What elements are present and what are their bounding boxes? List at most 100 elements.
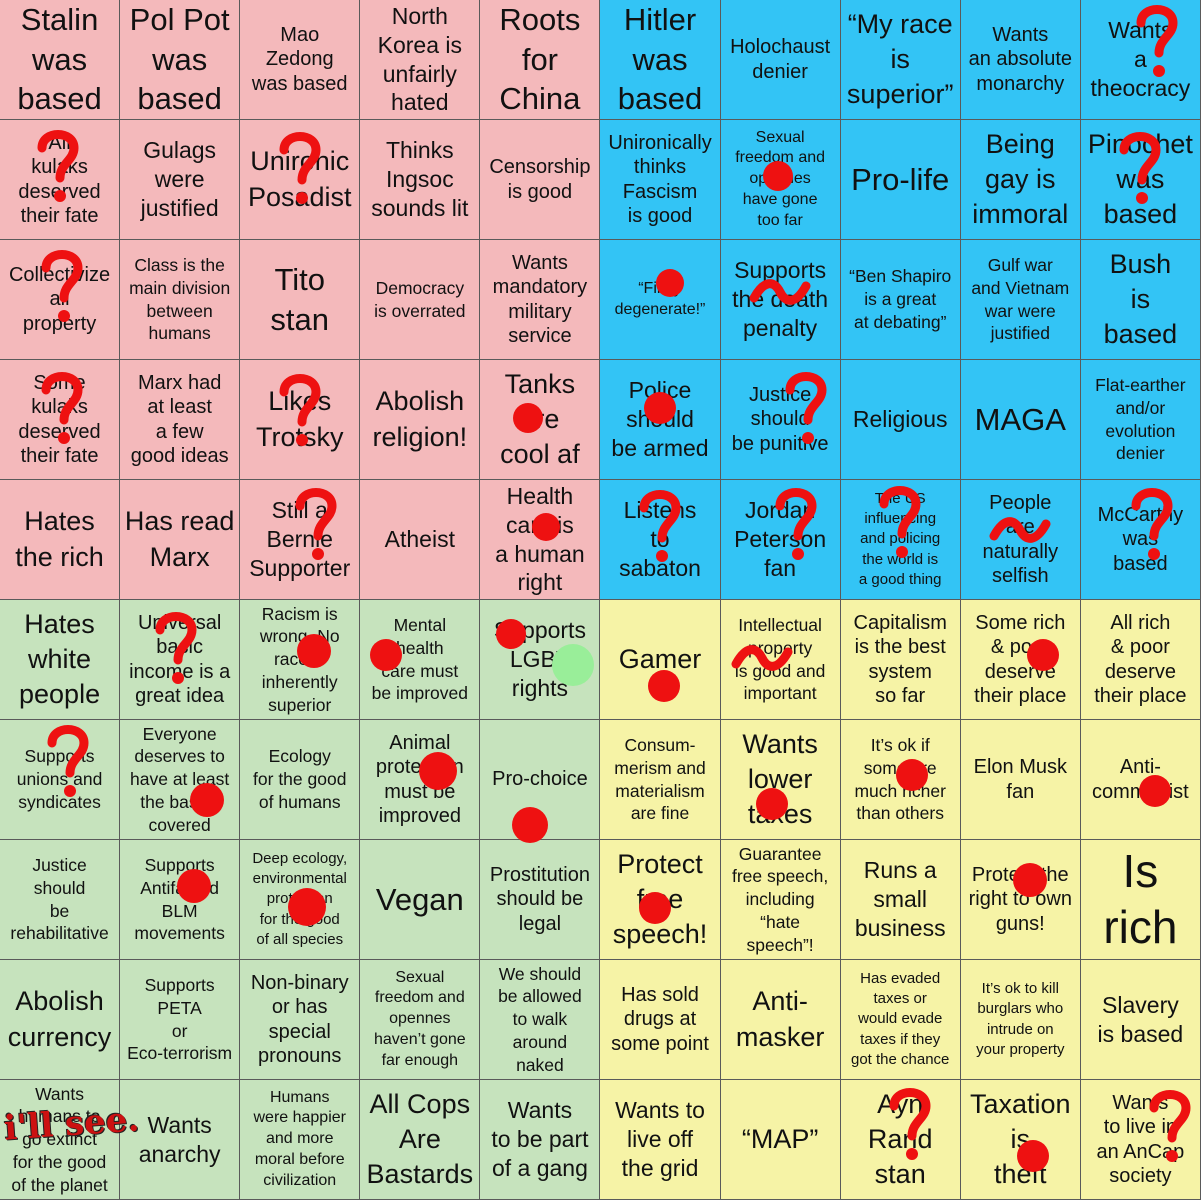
bingo-cell: Runs a small business: [840, 840, 961, 960]
bingo-cell: Likes Trotsky: [240, 360, 361, 480]
bingo-cell: Flat-earther and/or evolution denier: [1080, 360, 1201, 480]
bingo-cell: Supports the death penalty: [720, 240, 841, 360]
bingo-cell: Ayn Rand stan: [840, 1080, 961, 1200]
bingo-cell: Still a Bernie Supporter: [240, 480, 361, 600]
bingo-cell: Supports PETA or Eco-terrorism: [120, 960, 241, 1080]
bingo-cell: Wants to live off the grid: [600, 1080, 721, 1200]
bingo-cell: Guarantee free speech, including “hate s…: [720, 840, 841, 960]
bingo-cell: Slavery is based: [1080, 960, 1201, 1080]
bingo-cell: Pro-choice: [480, 720, 601, 840]
bingo-cell: Health care is a human right: [480, 480, 601, 600]
bingo-cell: Religious: [840, 360, 961, 480]
bingo-cell: Hates white people: [0, 600, 121, 720]
bingo-cell: Has sold drugs at some point: [600, 960, 721, 1080]
bingo-cell: We should be allowed to walk around nake…: [480, 960, 601, 1080]
bingo-cell: Hates the rich: [0, 480, 121, 600]
bingo-cell: Supports Antifa and BLM movements: [120, 840, 241, 960]
bingo-cell: Racism is wrong. No race is inherently s…: [240, 600, 361, 720]
bingo-cell: People are naturally selfish: [960, 480, 1081, 600]
bingo-cell: Censorship is good: [480, 120, 601, 240]
bingo-cell: Wants a theocracy: [1080, 0, 1201, 120]
bingo-cell: “My race is superior”: [840, 0, 961, 120]
bingo-cell: Sexual freedom and opennes haven’t gone …: [360, 960, 481, 1080]
bingo-cell: Protect free speech!: [600, 840, 721, 960]
bingo-cell: Bush is based: [1080, 240, 1201, 360]
bingo-cell: Class is the main division between human…: [120, 240, 241, 360]
bingo-cell: Justice should be rehabilitative: [0, 840, 121, 960]
bingo-cell: Prostitution should be legal: [480, 840, 601, 960]
bingo-cell: “MAP”: [720, 1080, 841, 1200]
bingo-cell: Has evaded taxes or would evade taxes if…: [840, 960, 961, 1080]
bingo-cell: Capitalism is the best system so far: [840, 600, 961, 720]
bingo-cell: Ecology for the good of humans: [240, 720, 361, 840]
bingo-cell: Atheist: [360, 480, 481, 600]
bingo-cell: Unironically thinks Fascism is good: [600, 120, 721, 240]
bingo-cell: Collectivize all property: [0, 240, 121, 360]
bingo-cell: Wants anarchy: [120, 1080, 241, 1200]
bingo-cell: Elon Musk fan: [960, 720, 1081, 840]
bingo-cell: Gulf war and Vietnam war were justified: [960, 240, 1081, 360]
bingo-cell: Wants humans to go extinct for the good …: [0, 1080, 121, 1200]
bingo-cell: Some rich & poor deserve their place: [960, 600, 1081, 720]
bingo-cell: Unironic Posadist: [240, 120, 361, 240]
bingo-cell: Everyone deserves to have at least the b…: [120, 720, 241, 840]
bingo-cell: Intellectual property is good and import…: [720, 600, 841, 720]
bingo-cell: All kulaks deserved their fate: [0, 120, 121, 240]
bingo-cell: Pol Pot was based: [120, 0, 241, 120]
bingo-cell: Police should be armed: [600, 360, 721, 480]
bingo-cell: Consum- merism and materialism are fine: [600, 720, 721, 840]
bingo-cell: North Korea is unfairly hated: [360, 0, 481, 120]
bingo-cell: Humans were happier and more moral befor…: [240, 1080, 361, 1200]
bingo-cell: Anti- masker: [720, 960, 841, 1080]
bingo-cell: Pinochet was based: [1080, 120, 1201, 240]
bingo-cell: Wants to live in an AnCap society: [1080, 1080, 1201, 1200]
bingo-cell: Hitler was based: [600, 0, 721, 120]
bingo-cell: Anti- communist: [1080, 720, 1201, 840]
bingo-cell: Marx had at least a few good ideas: [120, 360, 241, 480]
bingo-cell: Jordan Peterson fan: [720, 480, 841, 600]
bingo-cell: All Cops Are Bastards: [360, 1080, 481, 1200]
bingo-cell: “Ben Shapiro is a great at debating”: [840, 240, 961, 360]
handwritten-signature: i'll see.: [2, 1099, 141, 1149]
bingo-cell: All rich & poor deserve their place: [1080, 600, 1201, 720]
bingo-cell: Being gay is immoral: [960, 120, 1081, 240]
bingo-cell: Taxation is theft: [960, 1080, 1081, 1200]
bingo-cell: Tanks are cool af: [480, 360, 601, 480]
bingo-cell: Abolish currency: [0, 960, 121, 1080]
bingo-cell: Non-binary or has special pronouns: [240, 960, 361, 1080]
bingo-cell: Mental health care must be improved: [360, 600, 481, 720]
bingo-cell: Wants an absolute monarchy: [960, 0, 1081, 120]
bingo-cell: Justice should be punitive: [720, 360, 841, 480]
bingo-cell: Animal protection must be improved: [360, 720, 481, 840]
bingo-cell: Democracy is overrated: [360, 240, 481, 360]
bingo-cell: Holochaust denier: [720, 0, 841, 120]
bingo-cell: Supports LGBT rights: [480, 600, 601, 720]
bingo-cell: Tito stan: [240, 240, 361, 360]
bingo-cell: Pro-life: [840, 120, 961, 240]
bingo-cell: Wants to be part of a gang: [480, 1080, 601, 1200]
bingo-cell: It’s ok to kill burglars who intrude on …: [960, 960, 1081, 1080]
bingo-cell: Mao Zedong was based: [240, 0, 361, 120]
bingo-cell: Wants lower taxes: [720, 720, 841, 840]
bingo-cell: Gulags were justified: [120, 120, 241, 240]
bingo-cell: Some kulaks deserved their fate: [0, 360, 121, 480]
bingo-cell: It’s ok if some are much richer than oth…: [840, 720, 961, 840]
bingo-cell: Abolish religion!: [360, 360, 481, 480]
bingo-cell: Vegan: [360, 840, 481, 960]
bingo-cell: Gamer: [600, 600, 721, 720]
bingo-cell: Stalin was based: [0, 0, 121, 120]
bingo-cell: Roots for China: [480, 0, 601, 120]
bingo-cell: Has read Marx: [120, 480, 241, 600]
bingo-cell: McCarthy was based: [1080, 480, 1201, 600]
bingo-cell: Universal basic income is a great idea: [120, 600, 241, 720]
bingo-cell: Supports unions and syndicates: [0, 720, 121, 840]
bingo-cell: Thinks Ingsoc sounds lit: [360, 120, 481, 240]
bingo-cell: Deep ecology, environmental protection f…: [240, 840, 361, 960]
bingo-cell: Is rich: [1080, 840, 1201, 960]
bingo-cell: Sexual freedom and opennes have gone too…: [720, 120, 841, 240]
bingo-cell: The US influencing and policing the worl…: [840, 480, 961, 600]
bingo-cell: Wants mandatory military service: [480, 240, 601, 360]
bingo-cell: MAGA: [960, 360, 1081, 480]
bingo-cell: “Filthy degenerate!”: [600, 240, 721, 360]
